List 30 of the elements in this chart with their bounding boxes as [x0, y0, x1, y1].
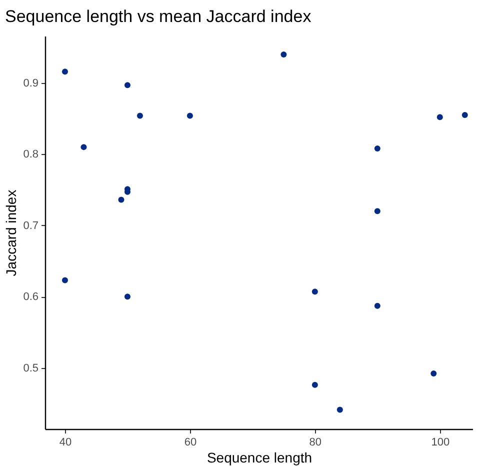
- x-tick-label: 40: [59, 436, 72, 448]
- x-tick-label: 80: [309, 436, 322, 448]
- point: [124, 294, 130, 300]
- point: [430, 370, 437, 376]
- y-tick-label: 0.9: [23, 77, 38, 90]
- point: [136, 112, 143, 119]
- point: [118, 196, 124, 203]
- point: [462, 112, 468, 118]
- point: [312, 382, 318, 388]
- x-tick-label: 100: [431, 436, 450, 448]
- y-axis-title: Jaccard index: [3, 190, 20, 276]
- chart-title: Sequence length vs mean Jaccard index: [5, 7, 312, 26]
- y-tick-label: 0.6: [23, 291, 38, 304]
- point: [62, 68, 68, 75]
- point: [336, 406, 343, 413]
- point: [374, 145, 380, 152]
- point: [374, 208, 380, 214]
- y-tick-label: 0.5: [23, 362, 38, 374]
- point: [312, 288, 318, 295]
- point: [280, 52, 287, 58]
- x-axis-title: Sequence length: [206, 450, 312, 466]
- x-tick-label: 60: [184, 436, 197, 448]
- y-tick-label: 0.8: [23, 148, 38, 161]
- y-tick-label: 0.7: [23, 220, 38, 232]
- point: [124, 82, 130, 88]
- point: [436, 114, 443, 120]
- point: [186, 112, 193, 119]
- point: [374, 302, 380, 309]
- point: [62, 277, 68, 284]
- point: [80, 144, 87, 150]
